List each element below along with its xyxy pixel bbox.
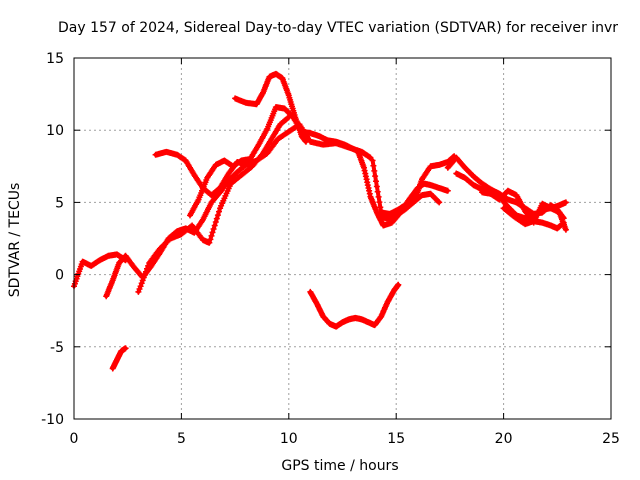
x-tick-label: 15 (387, 431, 405, 447)
data-point (370, 162, 377, 169)
data-point (207, 236, 214, 243)
data-point (143, 268, 149, 275)
data-point (144, 265, 150, 272)
data-point (376, 199, 383, 206)
x-tick-label: 0 (70, 431, 79, 447)
y-axis-title: SDTVAR / TECUs (7, 183, 23, 298)
axis-ticks: 0 5 10 15 20 25 -10 -5 0 5 10 15 (41, 51, 620, 447)
data-point (136, 286, 143, 292)
data-point (395, 281, 402, 288)
x-tick-label: 10 (280, 431, 298, 447)
data-point (374, 188, 381, 195)
data-point (122, 345, 129, 352)
data-point (562, 226, 569, 233)
series-track-13 (500, 205, 567, 232)
series-track-14 (307, 281, 402, 330)
data-point (209, 229, 216, 236)
data-point (138, 280, 145, 287)
data-point (369, 157, 376, 164)
data-point (373, 178, 379, 185)
y-tick-label: -10 (41, 412, 64, 428)
data-point (377, 204, 384, 211)
data-point (140, 274, 147, 281)
data-point (371, 167, 378, 174)
y-tick-label: 15 (46, 51, 64, 67)
data-point (375, 193, 382, 200)
data-point (210, 226, 217, 232)
data-point (139, 277, 146, 284)
data-point (135, 288, 142, 295)
x-axis-title: GPS time / hours (281, 458, 398, 474)
series-track-9 (376, 190, 443, 222)
data-point (211, 222, 218, 229)
y-tick-label: 10 (46, 123, 64, 139)
series-track-15 (109, 345, 129, 372)
data-point (141, 271, 148, 278)
data-point (206, 239, 213, 246)
plot-border (73, 57, 612, 420)
data-point (303, 138, 309, 145)
data-point (212, 219, 219, 225)
x-tick-label: 20 (495, 431, 513, 447)
data-point (436, 199, 443, 206)
y-tick-label: 5 (55, 195, 64, 211)
data-point (435, 198, 442, 205)
data-point (145, 262, 152, 269)
data-point (213, 215, 220, 222)
data-point (208, 232, 215, 239)
x-tick-label: 25 (602, 431, 620, 447)
data-point (214, 212, 221, 219)
data-point (444, 187, 451, 194)
chart-title: Day 157 of 2024, Sidereal Day-to-day VTE… (58, 20, 618, 36)
data-point (137, 283, 144, 290)
y-tick-label: -5 (50, 340, 64, 356)
data-point (216, 208, 222, 215)
data-point (372, 173, 379, 180)
x-tick-label: 5 (177, 431, 186, 447)
data-series (71, 70, 569, 372)
data-point (373, 183, 380, 190)
data-point (560, 219, 567, 226)
series-track-6 (187, 104, 365, 219)
data-point (562, 199, 569, 206)
y-tick-label: 0 (55, 268, 64, 284)
